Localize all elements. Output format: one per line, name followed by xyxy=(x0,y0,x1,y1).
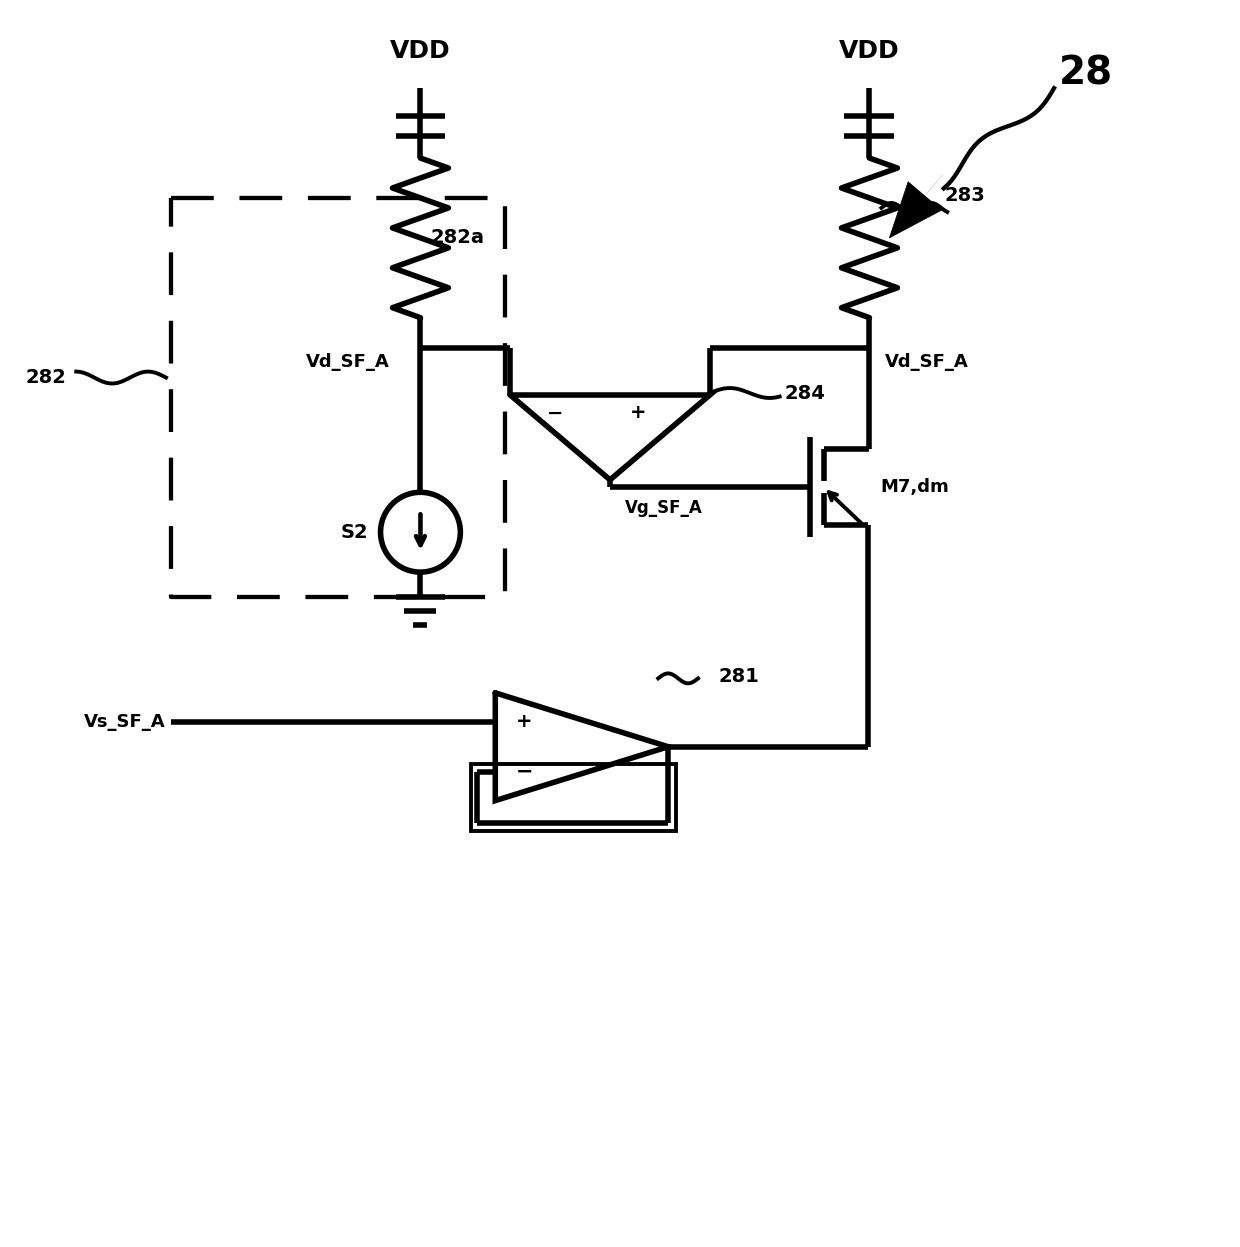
Text: VDD: VDD xyxy=(391,39,451,64)
Text: Vg_SF_A: Vg_SF_A xyxy=(625,499,703,518)
Text: 28: 28 xyxy=(1059,54,1114,92)
Text: +: + xyxy=(630,404,646,423)
Text: 282: 282 xyxy=(25,368,66,387)
Text: VDD: VDD xyxy=(839,39,900,64)
Text: Vs_SF_A: Vs_SF_A xyxy=(84,712,166,731)
Text: 284: 284 xyxy=(785,384,826,403)
Text: +: + xyxy=(516,712,533,731)
Text: S2: S2 xyxy=(341,522,368,541)
Text: M7,dm: M7,dm xyxy=(880,479,949,496)
Text: 283: 283 xyxy=(945,187,985,206)
Polygon shape xyxy=(889,182,941,238)
Text: −: − xyxy=(547,404,563,423)
Text: −: − xyxy=(516,762,533,782)
Text: 282a: 282a xyxy=(430,228,485,247)
Text: Vd_SF_A: Vd_SF_A xyxy=(306,353,389,370)
Text: 281: 281 xyxy=(718,667,759,686)
Text: Vd_SF_A: Vd_SF_A xyxy=(884,353,968,370)
